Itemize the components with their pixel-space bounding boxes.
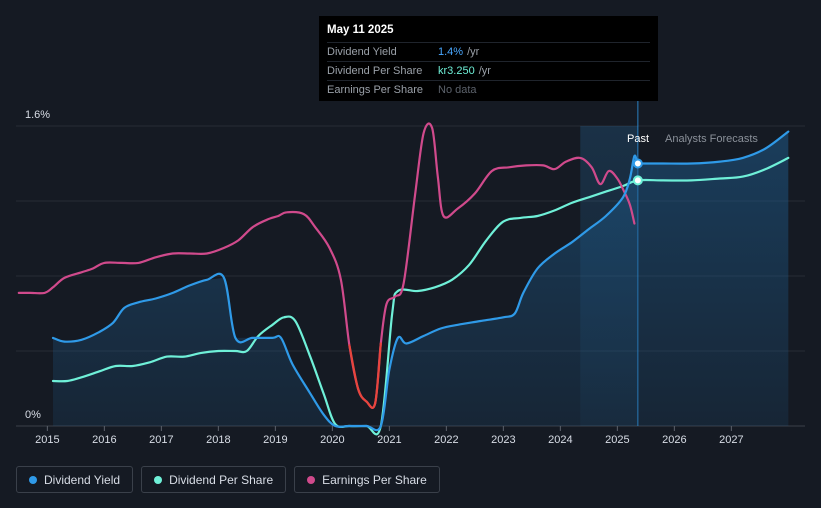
dividend-yield-area — [53, 131, 789, 426]
tooltip-row-dividend-per-share: Dividend Per Share kr3.250 /yr — [327, 61, 650, 80]
tooltip-unit: /yr — [467, 46, 480, 58]
past-label: Past — [627, 133, 649, 145]
x-tick-label: 2024 — [548, 434, 572, 446]
x-tick-label: 2017 — [149, 434, 173, 446]
tooltip-value: kr3.250 — [438, 65, 475, 77]
legend-item-earnings-per-share[interactable]: Earnings Per Share — [294, 466, 440, 493]
tooltip-label: Dividend Yield — [327, 46, 397, 58]
legend-label: Dividend Yield — [44, 472, 121, 487]
x-tick-label: 2018 — [206, 434, 230, 446]
legend: Dividend Yield Dividend Per Share Earnin… — [16, 466, 440, 493]
forecast-label: Analysts Forecasts — [665, 133, 758, 145]
tooltip-value: No data — [438, 84, 477, 96]
x-tick-label: 2023 — [491, 434, 515, 446]
earnings-per-share-negative-segment — [348, 342, 382, 409]
tooltip: May 11 2025 Dividend Yield 1.4% /yr Divi… — [319, 16, 658, 101]
dividend-yield-marker — [632, 158, 643, 169]
y-tick-label-top: 1.6% — [25, 109, 50, 121]
tooltip-value: 1.4% — [438, 46, 464, 58]
legend-label: Dividend Per Share — [169, 472, 274, 487]
legend-item-dividend-yield[interactable]: Dividend Yield — [16, 466, 134, 493]
series-markers — [632, 158, 643, 186]
x-tick-label: 2025 — [605, 434, 629, 446]
x-tick-label: 2022 — [434, 434, 458, 446]
dividend-per-share-marker — [632, 175, 643, 186]
dividend-yield-line — [51, 130, 790, 432]
legend-label: Earnings Per Share — [322, 472, 427, 487]
tooltip-date: May 11 2025 — [327, 24, 394, 36]
tooltip-unit: /yr — [478, 65, 491, 77]
legend-item-dividend-per-share[interactable]: Dividend Per Share — [141, 466, 287, 493]
x-tick-label: 2026 — [662, 434, 686, 446]
series-lines — [17, 122, 790, 436]
tooltip-label: Earnings Per Share — [327, 84, 423, 96]
tooltip-row-earnings-per-share: Earnings Per Share No data — [327, 80, 650, 99]
x-tick-label: 2020 — [320, 434, 344, 446]
tooltip-row-dividend-yield: Dividend Yield 1.4% /yr — [327, 42, 650, 61]
legend-dot-icon — [307, 475, 316, 484]
x-tick-label: 2019 — [263, 434, 287, 446]
x-axis-ticks: 2015 2016 2017 2018 2019 2020 2021 2022 2023 2024… — [35, 426, 744, 446]
x-tick-label: 2015 — [35, 434, 59, 446]
x-tick-label: 2027 — [719, 434, 743, 446]
x-tick-label: 2016 — [92, 434, 116, 446]
x-tick-label: 2021 — [377, 434, 401, 446]
dividend-yield-area-fill — [53, 131, 789, 426]
legend-dot-icon — [154, 475, 163, 484]
y-tick-label-bottom: 0% — [25, 409, 41, 421]
tooltip-label: Dividend Per Share — [327, 65, 423, 77]
legend-dot-icon — [29, 475, 37, 484]
